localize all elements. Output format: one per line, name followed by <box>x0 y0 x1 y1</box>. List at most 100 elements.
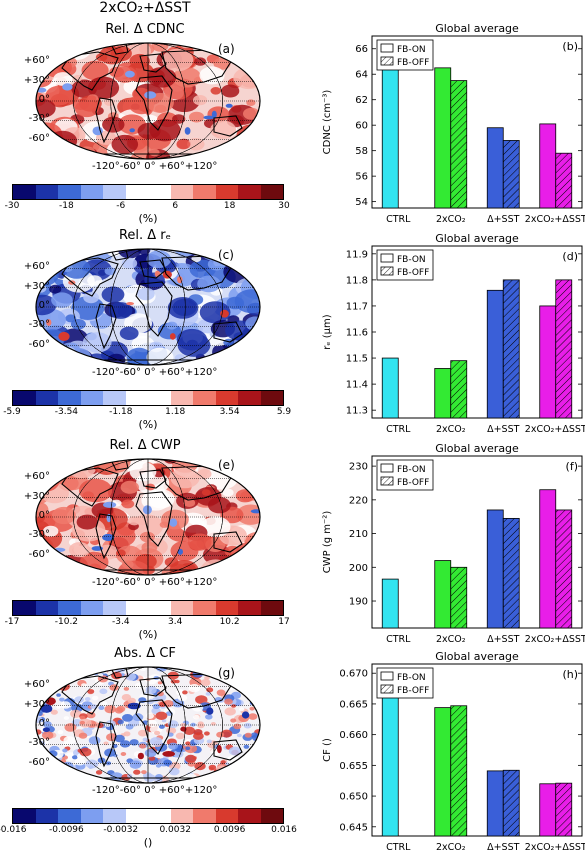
bar-fb-on <box>540 490 556 628</box>
colorbar-unit: (%) <box>12 212 284 225</box>
y-axis-label: CF () <box>322 738 333 762</box>
y-tick-label: 230 <box>349 462 368 473</box>
y-tick-label: 220 <box>349 495 368 506</box>
y-axis-label: CWP (g m⁻²) <box>322 511 333 574</box>
colorbar-bin <box>81 601 104 615</box>
colorbar-scale <box>12 390 284 406</box>
colorbar-bin <box>148 809 171 823</box>
legend-label-off: FB-OFF <box>397 58 429 68</box>
colorbar-tick-label: -5.9 <box>3 407 21 417</box>
y-tick-label: 11.8 <box>346 275 368 286</box>
colorbar-tick-label: 30 <box>278 201 289 211</box>
latitude-label: +30° <box>14 75 50 86</box>
latitude-label: +30° <box>14 491 50 502</box>
bar-fb-on <box>435 368 451 418</box>
x-tick-label: CTRL <box>386 214 411 225</box>
colorbar-bin <box>216 185 239 199</box>
colorbar-unit: (%) <box>12 628 284 641</box>
latitude-label: -60° <box>14 133 50 144</box>
bar-fb-on <box>540 124 556 208</box>
bar-fb-off <box>503 140 519 208</box>
bar-fb-off <box>556 510 572 628</box>
legend-swatch-off <box>381 57 393 65</box>
y-tick-label: 0.655 <box>339 761 368 772</box>
legend-swatch-off <box>381 685 393 693</box>
y-tick-label: 11.6 <box>346 328 368 339</box>
colorbar-bin <box>36 185 59 199</box>
bar-fb-on <box>382 64 398 208</box>
longitude-labels: -120°-60° 0° +60°+120° <box>92 161 217 172</box>
y-tick-label: 0.650 <box>339 792 368 803</box>
colorbar-bin <box>148 185 171 199</box>
colorbar-tick-label: 5.9 <box>277 407 291 417</box>
y-tick-label: 64 <box>355 70 368 81</box>
x-tick-label: CTRL <box>386 842 411 850</box>
legend-label-on: FB-ON <box>397 45 426 55</box>
colorbar-bin <box>81 185 104 199</box>
colorbar-bin <box>13 391 36 405</box>
colorbar-tick-label: -10.2 <box>55 617 78 627</box>
chart-title: Global average <box>435 442 519 455</box>
y-tick-label: 11.9 <box>346 249 368 260</box>
colorbar-bin <box>261 185 284 199</box>
bar-fb-on <box>435 708 451 836</box>
map-panel: Rel. Δ CWP(e)+60°+30°0°-30°-60°-120°-60°… <box>0 438 290 643</box>
colorbar-bin <box>103 391 126 405</box>
bar-fb-on <box>540 306 556 418</box>
latitude-label: -30° <box>14 737 50 748</box>
colorbar-bin <box>193 601 216 615</box>
panel-label: (g) <box>218 666 235 680</box>
colorbar-bin <box>193 391 216 405</box>
colorbar-bin <box>58 809 81 823</box>
bar-fb-off <box>556 153 572 208</box>
colorbar-bin <box>171 809 194 823</box>
colorbar-bin <box>261 391 284 405</box>
longitude-labels: -120°-60° 0° +60°+120° <box>92 577 217 588</box>
latitude-label: 0° <box>14 718 50 729</box>
x-tick-label: 2xCO₂+ΔSST <box>525 214 585 225</box>
colorbar-bin <box>238 809 261 823</box>
colorbar-bin <box>36 809 59 823</box>
y-tick-label: 0.670 <box>339 669 368 680</box>
x-tick-label: Δ+SST <box>487 214 520 225</box>
y-tick-label: 0.660 <box>339 730 368 741</box>
y-tick-label: 11.4 <box>346 380 368 391</box>
bar-fb-on <box>382 692 398 836</box>
colorbar-unit: () <box>12 836 284 849</box>
chart-title: Global average <box>435 650 519 663</box>
colorbar-bin <box>171 601 194 615</box>
legend-label-off: FB-OFF <box>397 686 429 696</box>
colorbar-bin <box>193 809 216 823</box>
y-tick-label: 66 <box>355 44 368 55</box>
legend-swatch-on <box>381 254 393 262</box>
bar-fb-off <box>503 280 519 418</box>
y-tick-label: 11.5 <box>346 354 368 365</box>
colorbar-bin <box>103 185 126 199</box>
colorbar-tick-label: 3.4 <box>168 617 182 627</box>
latitude-label: 0° <box>14 94 50 105</box>
panel-label: (d) <box>562 250 578 263</box>
latitude-label: +30° <box>14 281 50 292</box>
panel-label: (a) <box>218 42 235 56</box>
colorbar-tick-label: -30 <box>5 201 20 211</box>
colorbar-tick-label: -17 <box>5 617 20 627</box>
chart-title: Global average <box>435 22 519 35</box>
colorbar-bin <box>148 601 171 615</box>
legend-swatch-off <box>381 267 393 275</box>
x-tick-label: 2xCO₂+ΔSST <box>525 842 585 850</box>
colorbar-bin <box>171 185 194 199</box>
x-tick-label: 2xCO₂ <box>436 634 466 645</box>
colorbar-tick-label: -3.54 <box>55 407 78 417</box>
colorbar-bin <box>238 391 261 405</box>
colorbar-tick-label: -0.016 <box>0 825 27 835</box>
latitude-label: 0° <box>14 510 50 521</box>
x-tick-label: 2xCO₂ <box>436 214 466 225</box>
colorbar-bin <box>58 601 81 615</box>
y-tick-label: 190 <box>349 597 368 608</box>
